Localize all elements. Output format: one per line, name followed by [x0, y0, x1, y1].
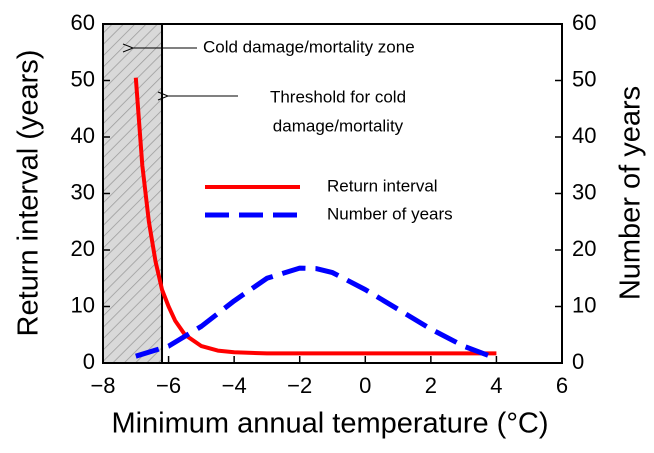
y2-tick-label: 10: [572, 292, 596, 317]
x-tick-label: 0: [359, 373, 371, 398]
x-tick-label: −6: [156, 373, 181, 398]
series-line: [135, 265, 498, 361]
x-tick-label: 4: [490, 373, 502, 398]
legend-label: Number of years: [327, 204, 453, 223]
y-tick-label: 10: [71, 292, 95, 317]
annotation: damage/mortality: [273, 116, 404, 135]
y-tick-label: 0: [83, 349, 95, 374]
series-line: [133, 77, 497, 356]
y-tick-label: 30: [71, 179, 95, 204]
x-tick-label: 2: [425, 373, 437, 398]
x-tick-label: −8: [90, 373, 115, 398]
y2-tick-label: 20: [572, 236, 596, 261]
y-tick-label: 20: [71, 236, 95, 261]
y2-axis-title: Number of years: [615, 86, 647, 300]
y-tick-label: 50: [71, 66, 95, 91]
x-tick-label: 6: [556, 373, 568, 398]
y-tick-label: 40: [71, 123, 95, 148]
legend-label: Return interval: [327, 176, 438, 195]
annotation: Cold damage/mortality zone: [203, 37, 415, 56]
y2-tick-label: 30: [572, 179, 596, 204]
y-axis-title: Return interval (years): [13, 50, 45, 337]
x-tick-label: −4: [222, 373, 247, 398]
cold-zone: [103, 24, 163, 363]
x-tick-label: −2: [287, 373, 312, 398]
annotation: Threshold for cold: [270, 87, 406, 106]
y2-tick-label: 0: [572, 349, 584, 374]
y2-tick-label: 60: [572, 10, 596, 35]
y-tick-label: 60: [71, 10, 95, 35]
x-axis-title: Minimum annual temperature (°C): [111, 408, 548, 440]
y2-tick-label: 40: [572, 123, 596, 148]
y2-tick-label: 50: [572, 66, 596, 91]
